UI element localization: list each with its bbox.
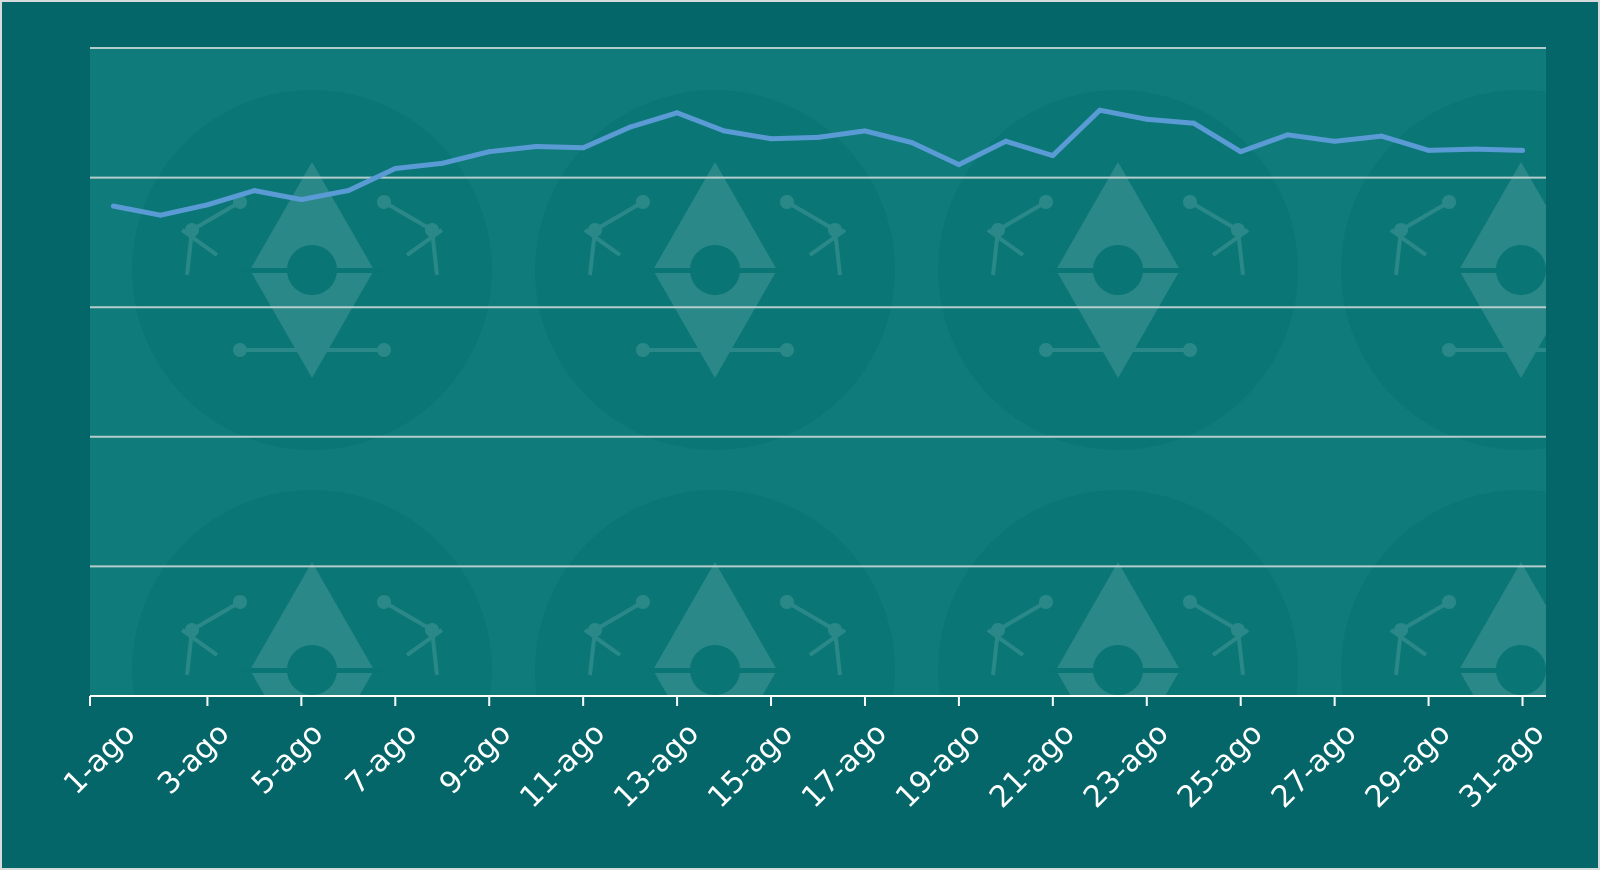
data-point — [1473, 146, 1479, 152]
data-point — [674, 110, 680, 116]
x-tick-label: 5-ago — [245, 716, 330, 801]
data-point — [627, 124, 633, 130]
data-point — [1426, 147, 1432, 153]
watermark-logo-pattern — [132, 90, 1546, 696]
x-tick-label: 27-ago — [1265, 716, 1364, 815]
x-tick-label: 1-ago — [57, 716, 142, 801]
x-tick-labels: 1-ago 3-ago 5-ago 7-ago 9-ago11-ago13-ago15-… — [57, 716, 1551, 815]
watermark-logo — [1341, 490, 1546, 696]
data-point — [1332, 138, 1338, 144]
data-point — [1191, 120, 1197, 126]
x-tick-label: 19-ago — [889, 716, 988, 815]
data-point — [1097, 107, 1103, 113]
x-tick-label: 17-ago — [795, 716, 894, 815]
data-point — [204, 202, 210, 208]
x-tick-label: 31-ago — [1453, 716, 1552, 815]
data-point — [486, 149, 492, 155]
data-point — [1379, 133, 1385, 139]
data-point — [157, 212, 163, 218]
data-point — [1238, 149, 1244, 155]
watermark-logo — [535, 490, 895, 696]
data-point — [1144, 116, 1150, 122]
data-point — [439, 160, 445, 166]
x-tick-label: 25-ago — [1171, 716, 1270, 815]
x-tick-label: 21-ago — [983, 716, 1082, 815]
data-point — [345, 188, 351, 194]
x-tick-label: 13-ago — [607, 716, 706, 815]
watermark-logo — [132, 90, 492, 450]
x-tick-label: 7-ago — [339, 716, 424, 801]
gridlines — [90, 47, 1546, 568]
watermark-logo — [938, 490, 1298, 696]
data-point — [392, 166, 398, 172]
x-tick-label: 3-ago — [151, 716, 236, 801]
data-point — [1050, 153, 1056, 159]
data-point — [251, 188, 257, 194]
x-tick-label: 23-ago — [1077, 716, 1176, 815]
data-point — [768, 136, 774, 142]
data-point — [1520, 147, 1526, 153]
x-tick-label: 15-ago — [701, 716, 800, 815]
watermark-logo — [132, 490, 492, 696]
data-point — [721, 128, 727, 134]
watermark-logo — [938, 90, 1298, 450]
data-point — [298, 197, 304, 203]
x-axis — [89, 695, 1546, 706]
x-tick-label: 11-ago — [513, 716, 612, 815]
data-point — [1003, 138, 1009, 144]
data-point — [580, 145, 586, 151]
watermark-logo — [1341, 90, 1546, 450]
data-point — [1285, 132, 1291, 138]
data-point — [110, 203, 116, 209]
data-point — [909, 140, 915, 146]
x-tick-label: 9-ago — [433, 716, 518, 801]
series-layer — [110, 107, 1526, 218]
data-point — [956, 162, 962, 168]
data-point — [815, 134, 821, 140]
data-point — [533, 143, 539, 149]
watermark-logo — [535, 90, 895, 450]
data-point — [862, 128, 868, 134]
x-tick-label: 29-ago — [1359, 716, 1458, 815]
